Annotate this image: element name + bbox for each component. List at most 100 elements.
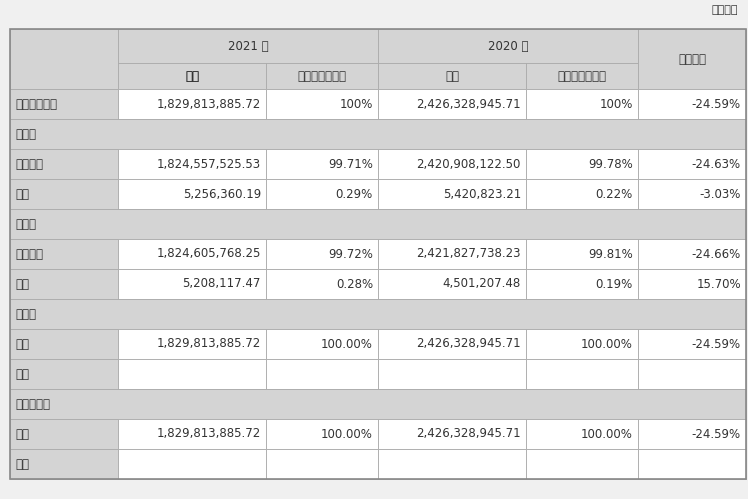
Bar — [118, 149, 266, 179]
Bar — [526, 419, 638, 449]
Text: 100%: 100% — [340, 97, 373, 110]
Text: 1,824,557,525.53: 1,824,557,525.53 — [157, 158, 261, 171]
Text: 5,208,117.47: 5,208,117.47 — [183, 277, 261, 290]
Bar — [118, 179, 266, 209]
Bar — [638, 179, 746, 209]
Bar — [638, 269, 746, 299]
Text: 5,256,360.19: 5,256,360.19 — [183, 188, 261, 201]
Text: 2,421,827,738.23: 2,421,827,738.23 — [417, 248, 521, 260]
Bar — [266, 359, 378, 389]
Text: 1,829,813,885.72: 1,829,813,885.72 — [157, 428, 261, 441]
Bar — [638, 419, 746, 449]
Text: 分销售模式: 分销售模式 — [15, 398, 50, 411]
Bar — [526, 89, 638, 119]
Bar — [378, 63, 526, 89]
Bar — [266, 89, 378, 119]
Text: 0.29%: 0.29% — [336, 188, 373, 201]
Bar — [10, 119, 746, 149]
Text: 金额: 金额 — [185, 69, 199, 82]
Bar — [526, 449, 638, 479]
Bar — [118, 359, 266, 389]
Text: 占营业收入比重: 占营业收入比重 — [298, 69, 346, 82]
Text: 99.78%: 99.78% — [588, 158, 633, 171]
Bar — [526, 239, 638, 269]
Bar — [118, 29, 378, 63]
Bar — [266, 239, 378, 269]
Bar — [378, 179, 526, 209]
Text: 1,829,813,885.72: 1,829,813,885.72 — [157, 97, 261, 110]
Text: 100.00%: 100.00% — [581, 337, 633, 350]
Text: 99.71%: 99.71% — [328, 158, 373, 171]
Bar — [638, 329, 746, 359]
Bar — [10, 149, 118, 179]
Text: 2020 年: 2020 年 — [488, 39, 528, 52]
Text: 2,426,328,945.71: 2,426,328,945.71 — [417, 428, 521, 441]
Text: 0.22%: 0.22% — [595, 188, 633, 201]
Text: 单位：元: 单位：元 — [711, 5, 738, 15]
Bar — [378, 449, 526, 479]
Text: 100.00%: 100.00% — [581, 428, 633, 441]
Bar — [10, 449, 118, 479]
Text: -24.59%: -24.59% — [692, 337, 741, 350]
Text: -24.63%: -24.63% — [692, 158, 741, 171]
Text: 2,426,328,945.71: 2,426,328,945.71 — [417, 97, 521, 110]
Text: 直销: 直销 — [15, 428, 29, 441]
Text: 1,829,813,885.72: 1,829,813,885.72 — [157, 337, 261, 350]
Bar — [266, 269, 378, 299]
Text: 同比增减: 同比增减 — [678, 52, 706, 65]
Bar — [266, 179, 378, 209]
Bar — [118, 239, 266, 269]
Bar — [10, 179, 118, 209]
Bar — [118, 269, 266, 299]
Text: 国内: 国内 — [15, 337, 29, 350]
Bar — [10, 329, 118, 359]
Bar — [378, 239, 526, 269]
Bar — [378, 269, 526, 299]
Bar — [638, 149, 746, 179]
Text: 分地区: 分地区 — [15, 307, 36, 320]
Bar — [10, 389, 746, 419]
Bar — [118, 419, 266, 449]
Text: 5,420,823.21: 5,420,823.21 — [443, 188, 521, 201]
Text: 100.00%: 100.00% — [321, 337, 373, 350]
Text: 金额: 金额 — [185, 69, 199, 82]
Text: -24.59%: -24.59% — [692, 428, 741, 441]
Text: 国外: 国外 — [15, 367, 29, 381]
Text: 1,824,605,768.25: 1,824,605,768.25 — [156, 248, 261, 260]
Bar — [378, 29, 638, 63]
Text: 15.70%: 15.70% — [696, 277, 741, 290]
Text: 经销: 经销 — [15, 458, 29, 471]
Bar — [378, 419, 526, 449]
Bar — [10, 419, 118, 449]
Text: 99.72%: 99.72% — [328, 248, 373, 260]
Bar — [638, 89, 746, 119]
Text: 2021 年: 2021 年 — [227, 39, 269, 52]
Text: 4,501,207.48: 4,501,207.48 — [443, 277, 521, 290]
Bar — [638, 359, 746, 389]
Bar — [638, 29, 746, 89]
Bar — [10, 299, 746, 329]
Bar — [378, 89, 526, 119]
Bar — [638, 239, 746, 269]
Text: 分产品: 分产品 — [15, 218, 36, 231]
Bar — [526, 63, 638, 89]
Bar — [118, 63, 266, 89]
Bar — [266, 329, 378, 359]
Text: 其他: 其他 — [15, 188, 29, 201]
Bar — [266, 63, 378, 89]
Text: 营业收入合计: 营业收入合计 — [15, 97, 57, 110]
Text: 流感疫苗: 流感疫苗 — [15, 248, 43, 260]
Bar — [526, 359, 638, 389]
Bar — [10, 359, 118, 389]
Bar — [10, 239, 118, 269]
Bar — [118, 89, 266, 119]
Text: 2,420,908,122.50: 2,420,908,122.50 — [417, 158, 521, 171]
Bar — [526, 149, 638, 179]
Text: 其他: 其他 — [15, 277, 29, 290]
Text: -24.59%: -24.59% — [692, 97, 741, 110]
Bar — [378, 149, 526, 179]
Bar — [118, 329, 266, 359]
Text: 100%: 100% — [600, 97, 633, 110]
Bar — [10, 269, 118, 299]
Text: -24.66%: -24.66% — [692, 248, 741, 260]
